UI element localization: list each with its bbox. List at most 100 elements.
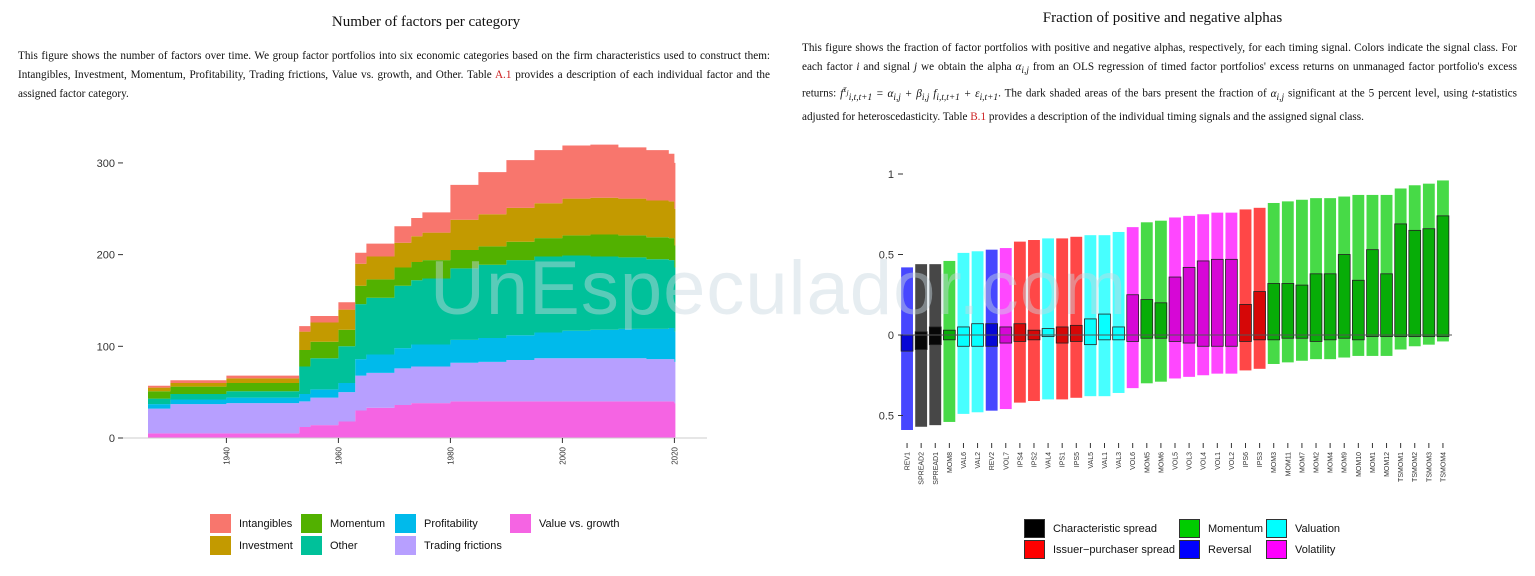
bar-group-val3 [1112, 231, 1125, 393]
bar-positive [1253, 207, 1266, 335]
bar-positive [943, 260, 956, 335]
bar-negative [1028, 335, 1040, 402]
right-caption-text-3: we obtain the alpha [917, 61, 1016, 73]
area-x-tick-label: 1940 [222, 446, 231, 464]
bar-negative [1267, 335, 1280, 364]
bar-group-mom7 [1295, 199, 1309, 361]
bar-negative [985, 335, 998, 411]
bar-positive-significant [1366, 249, 1379, 336]
bar-group-ips5 [1069, 236, 1083, 398]
bar-x-tick-label: VOL2 [1229, 452, 1236, 470]
bar-group-val5 [1084, 235, 1097, 397]
left-figure-caption: This figure shows the number of factors … [18, 47, 770, 104]
bar-negative [1437, 335, 1449, 342]
left-caption-text-2: provides a description of each individua… [18, 69, 770, 100]
bar-y-tick-label: 0.5 [879, 250, 894, 262]
bar-negative-significant [999, 334, 1013, 344]
area-series-momentum [148, 234, 676, 399]
bar-positive-significant [1408, 229, 1422, 336]
bar-negative [1084, 335, 1097, 397]
bar-group-rev1 [900, 267, 914, 430]
bar-negative-significant [1352, 334, 1365, 341]
bar-positive-significant [1168, 276, 1182, 336]
bar-x-tick-label: VOL7 [1003, 452, 1010, 470]
bar-group-tsmom4 [1436, 180, 1450, 342]
table-b1-link[interactable]: B.1 [970, 111, 987, 124]
bar-x-tick-label: VOL4 [1201, 452, 1208, 470]
bar-group-vol4 [1196, 214, 1210, 376]
bar-positive [1126, 227, 1139, 335]
area-series-other [148, 255, 676, 405]
bar-group-vol7 [999, 248, 1013, 410]
bar-negative [943, 335, 956, 422]
bar-positive [971, 251, 984, 335]
legend-swatch [1179, 519, 1200, 538]
bar-x-tick-label: MOM6 [1158, 452, 1165, 473]
bar-positive-significant [1126, 294, 1140, 336]
bar-positive-significant [943, 329, 956, 336]
bar-positive-significant [1027, 329, 1041, 336]
symbol-t: t [1471, 87, 1475, 100]
bar-negative [915, 335, 928, 427]
bar-positive-significant [1422, 228, 1436, 336]
bar-negative-significant [1112, 334, 1125, 341]
legend-label: Other [330, 539, 358, 552]
bar-group-ips3 [1253, 207, 1266, 369]
bar-negative [1422, 335, 1435, 345]
bar-negative-significant [928, 334, 942, 346]
bar-x-tick-label: TSMOM1 [1398, 452, 1405, 482]
area-series-investment [148, 197, 676, 392]
bar-group-spread1 [928, 264, 942, 426]
bar-positive-significant [999, 326, 1013, 336]
alphas-bar-chart: REV1 SPREAD2 SPREAD1 MOM8 VAL6 VAL2 REV2 VOL7 IP… [879, 169, 1452, 485]
legend-swatch [510, 514, 531, 533]
legend-label: Profitability [424, 517, 478, 530]
bar-x-tick-label: VAL2 [975, 452, 982, 469]
legend-swatch [301, 536, 322, 555]
legend-swatch [210, 536, 231, 555]
table-a1-link[interactable]: A.1 [494, 69, 512, 81]
legend-label: Issuer−purchaser spread [1053, 543, 1175, 556]
eq-f: f [840, 87, 844, 100]
bar-group-tsmom3 [1422, 183, 1436, 345]
bar-positive [1310, 198, 1322, 335]
right-caption-text-1: This figure shows the fraction of factor… [802, 42, 1517, 73]
bar-positive-significant [1281, 283, 1295, 336]
bar-negative [1056, 335, 1069, 400]
bar-x-tick-label: MOM7 [1299, 452, 1306, 473]
symbol-i: i [856, 61, 860, 73]
bar-x-tick-label: MOM9 [1342, 452, 1349, 473]
bar-positive-significant [1380, 273, 1393, 336]
bar-positive-significant [1041, 328, 1055, 336]
bar-negative-significant [1098, 334, 1111, 341]
bar-x-tick-label: MOM8 [947, 452, 954, 473]
legend-swatch [210, 514, 231, 533]
bar-negative [1098, 335, 1111, 397]
area-series-intangibles [148, 144, 676, 388]
alpha-symbol: α [1015, 61, 1022, 73]
legend-swatch [1266, 519, 1287, 538]
bar-positive-significant [1154, 302, 1168, 336]
symbol-j: j [914, 61, 918, 73]
bar-negative [1239, 335, 1252, 371]
right-caption-text-6: significant at the 5 percent level, usin… [1284, 87, 1472, 100]
bar-negative [999, 335, 1012, 410]
legend-item-characteristic-spread: Characteristic spread [1024, 519, 1157, 538]
bar-positive [1169, 217, 1181, 335]
bar-positive-significant [1394, 223, 1407, 336]
left-figure-panel: Number of factors per category This figu… [18, 14, 770, 555]
bar-positive [957, 252, 970, 335]
bar-positive [1281, 201, 1294, 335]
bar-negative-significant [1253, 334, 1266, 341]
factors-area-chart: 0 100 200 300 1940 1960 1980 2000 2020 [97, 144, 707, 465]
area-series-trading-frictions [148, 358, 676, 434]
eq-f2: f [929, 87, 937, 100]
bar-negative [971, 335, 984, 413]
area-y-tick-label: 200 [97, 250, 115, 262]
legend-item-value-vs-growth: Value vs. growth [510, 514, 620, 533]
bar-x-tick-label: TSMOM2 [1412, 452, 1419, 482]
bar-negative [1225, 335, 1238, 374]
bar-group-tsmom1 [1394, 188, 1407, 350]
bar-negative-significant [971, 334, 984, 347]
bar-negative-significant [957, 334, 970, 347]
